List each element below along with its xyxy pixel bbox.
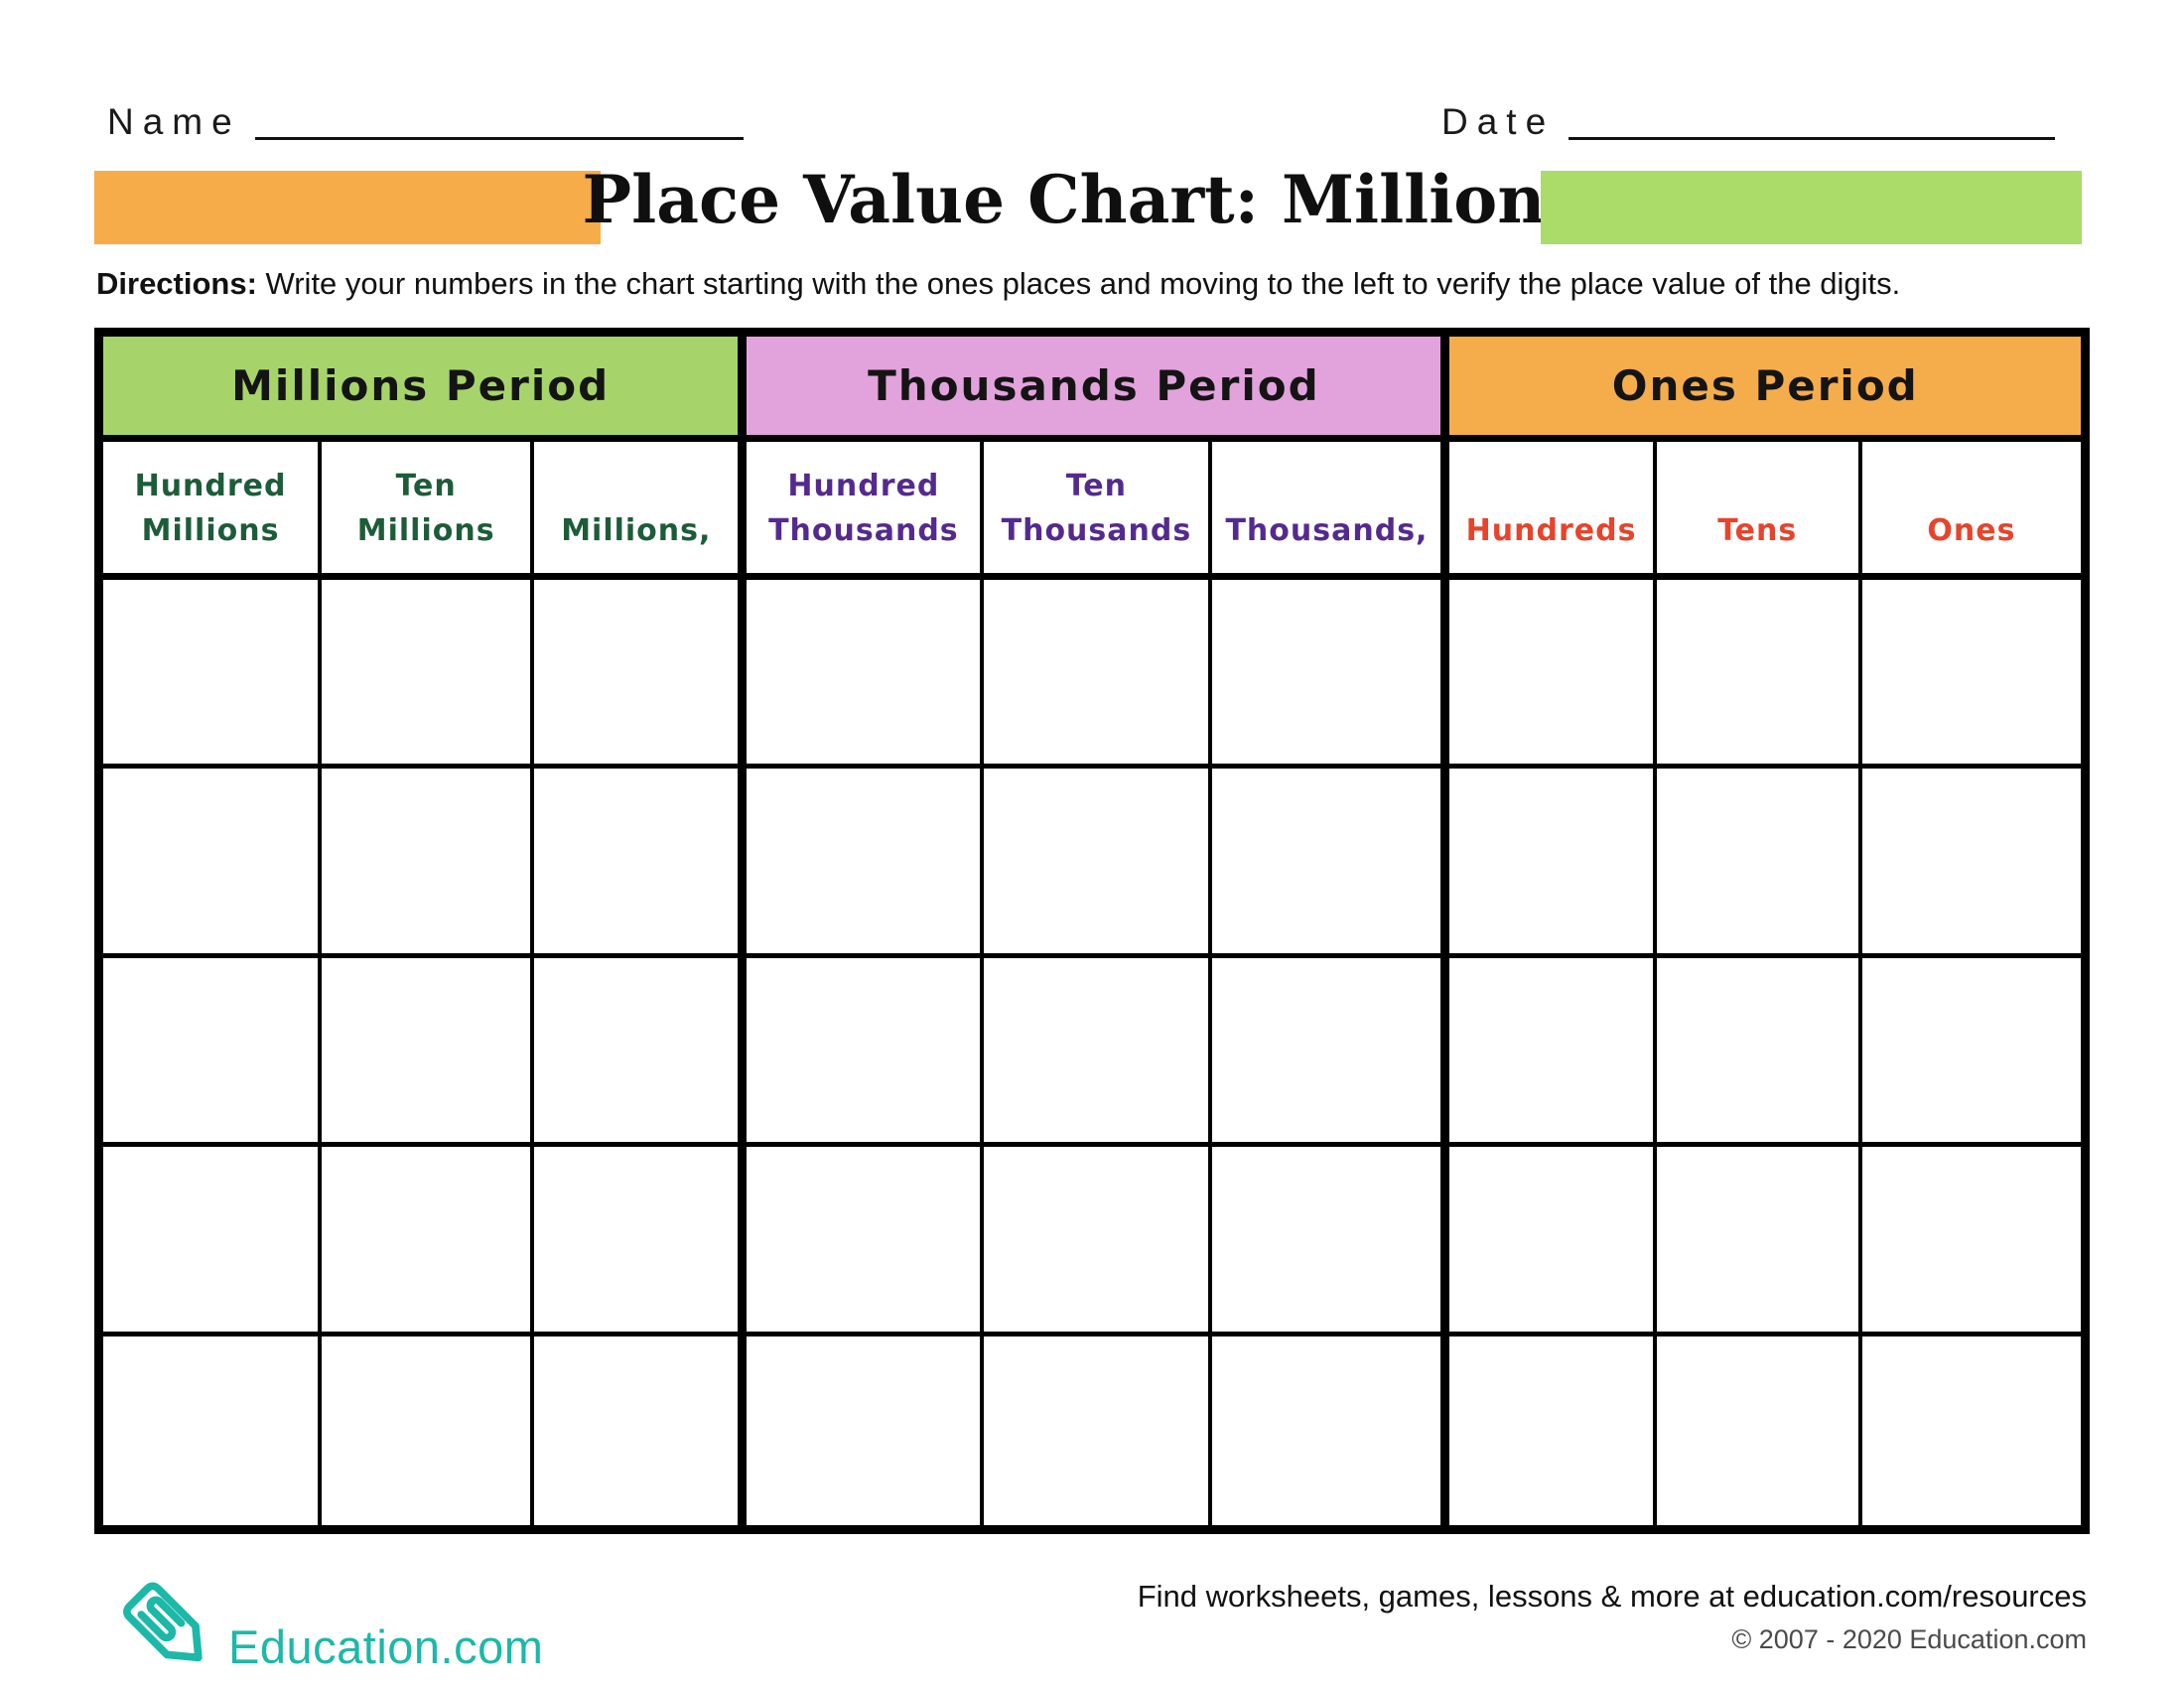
table-cell-r1-c4[interactable]	[747, 580, 985, 770]
date-field-row: Date	[1441, 95, 2056, 142]
column-header-hundred-millions: Hundred Millions	[103, 442, 323, 580]
table-cell-r5-c2[interactable]	[322, 1336, 535, 1525]
period-header-millions: Millions Period	[103, 337, 748, 442]
table-cell-r2-c2[interactable]	[322, 769, 535, 958]
table-cell-r5-c8[interactable]	[1657, 1336, 1862, 1525]
table-cell-r1-c7[interactable]	[1449, 580, 1657, 770]
table-cell-r4-c5[interactable]	[984, 1147, 1213, 1336]
page-title: Place Value Chart: Millions	[582, 161, 1582, 238]
table-cell-r1-c6[interactable]	[1212, 580, 1450, 770]
table-cell-r3-c8[interactable]	[1656, 957, 1862, 1148]
table-cell-r4-c8[interactable]	[1656, 1147, 1862, 1336]
name-field-row: Name	[107, 95, 744, 140]
table-cell-r4-c6[interactable]	[1212, 1147, 1450, 1336]
table-cell-r4-c2[interactable]	[322, 1147, 535, 1336]
directions: Directions: Write your numbers in the ch…	[96, 265, 2082, 302]
table-cell-r2-c3[interactable]	[534, 769, 748, 958]
name-label: Name	[107, 101, 241, 142]
table-cell-r3-c7[interactable]	[1449, 957, 1657, 1148]
table-cell-r3-c3[interactable]	[534, 957, 748, 1148]
table-cell-r5-c4[interactable]	[747, 1336, 985, 1525]
table-cell-r4-c4[interactable]	[747, 1147, 985, 1336]
footer-info: Find worksheets, games, lessons & more a…	[1138, 1579, 2087, 1655]
column-header-ten-thousands: Ten Thousands	[984, 442, 1213, 580]
title-left-bar	[94, 171, 601, 244]
table-cell-r2-c6[interactable]	[1212, 769, 1450, 958]
table-cell-r4-c3[interactable]	[534, 1147, 748, 1336]
brand-logo: Education.com	[109, 1577, 543, 1688]
table-cell-r1-c3[interactable]	[534, 580, 748, 770]
column-header-thousands: Thousands,	[1212, 442, 1450, 580]
place-value-table: Millions Period Thousands Period Ones Pe…	[94, 328, 2090, 1534]
table-cell-r5-c7[interactable]	[1449, 1336, 1657, 1525]
brand-name: Education.com	[228, 1619, 544, 1673]
table-cell-r3-c6[interactable]	[1212, 957, 1450, 1148]
education-pencil-icon	[123, 1582, 203, 1662]
footer-resources-text: Find worksheets, games, lessons & more a…	[1137, 1579, 2087, 1614]
table-cell-r5-c1[interactable]	[103, 1336, 323, 1525]
table-cell-r1-c1[interactable]	[103, 580, 323, 770]
date-label: Date	[1441, 101, 1556, 142]
table-cell-r1-c8[interactable]	[1656, 580, 1862, 770]
table-cell-r4-c1[interactable]	[103, 1147, 323, 1336]
title-right-bar	[1541, 171, 2082, 244]
period-header-thousands: Thousands Period	[747, 337, 1450, 442]
footer-copyright: © 2007 - 2020 Education.com	[1731, 1624, 2087, 1654]
table-cell-r5-c3[interactable]	[534, 1336, 748, 1525]
table-cell-r2-c4[interactable]	[747, 769, 985, 958]
column-header-tens: Tens	[1656, 442, 1862, 580]
directions-label: Directions:	[96, 266, 257, 301]
table-cell-r3-c9[interactable]	[1861, 958, 2081, 1148]
column-header-ones: Ones	[1861, 442, 2081, 580]
table-cell-r3-c2[interactable]	[322, 957, 535, 1148]
table-cell-r1-c9[interactable]	[1861, 580, 2081, 770]
table-cell-r3-c4[interactable]	[747, 957, 985, 1148]
column-header-ten-millions: Ten Millions	[322, 442, 535, 580]
table-cell-r2-c9[interactable]	[1861, 769, 2081, 958]
column-header-hundred-thousands: Hundred Thousands	[747, 442, 985, 580]
table-cell-r3-c5[interactable]	[984, 957, 1213, 1148]
table-cell-r2-c8[interactable]	[1656, 769, 1862, 958]
table-cell-r2-c7[interactable]	[1449, 769, 1657, 958]
table-cell-r2-c5[interactable]	[984, 769, 1213, 958]
column-header-millions: Millions,	[534, 442, 748, 580]
table-cell-r5-c9[interactable]	[1862, 1336, 2081, 1525]
table-cell-r4-c7[interactable]	[1449, 1147, 1657, 1336]
period-header-ones: Ones Period	[1449, 337, 2081, 442]
table-cell-r2-c1[interactable]	[103, 769, 323, 958]
directions-text: Write your numbers in the chart starting…	[256, 266, 1901, 301]
column-header-hundreds: Hundreds	[1449, 442, 1657, 580]
table-cell-r3-c1[interactable]	[103, 957, 323, 1148]
name-input-line[interactable]	[254, 95, 744, 140]
date-input-line[interactable]	[1569, 95, 2056, 140]
table-cell-r5-c5[interactable]	[984, 1336, 1213, 1525]
table-cell-r5-c6[interactable]	[1212, 1336, 1450, 1525]
table-cell-r4-c9[interactable]	[1861, 1147, 2081, 1336]
table-cell-r1-c2[interactable]	[322, 580, 535, 770]
table-cell-r1-c5[interactable]	[984, 580, 1213, 770]
